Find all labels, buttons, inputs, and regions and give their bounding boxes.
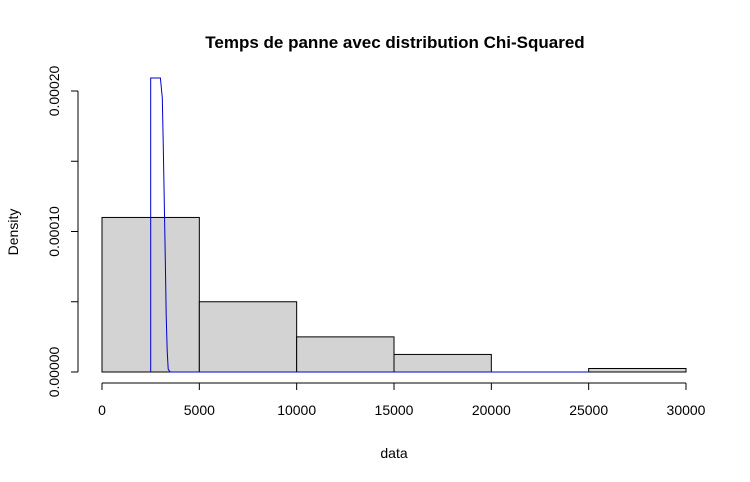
histogram-bar-3 <box>393 353 492 373</box>
y-axis: 0.00000 0.00010 0.00020 <box>46 65 79 397</box>
x-axis: 0 5000 10000 15000 20000 25000 30000 <box>98 382 706 418</box>
x-tick-label: 0 <box>98 402 106 418</box>
x-tick-label: 30000 <box>667 402 706 418</box>
histogram-bar-1 <box>198 301 298 373</box>
y-axis-label: Density <box>5 209 21 256</box>
chart-title: Temps de panne avec distribution Chi-Squ… <box>205 33 584 52</box>
x-tick-label: 20000 <box>472 402 511 418</box>
bars-group <box>101 216 687 373</box>
x-tick-label: 15000 <box>375 402 414 418</box>
y-tick-label: 0.00010 <box>46 206 62 257</box>
x-axis-label: data <box>380 445 407 461</box>
y-tick-label: 0.00020 <box>46 65 62 116</box>
y-tick-label: 0.00000 <box>46 346 62 397</box>
histogram-bar-5 <box>588 367 687 373</box>
density-curve <box>150 77 589 373</box>
histogram-bar-2 <box>296 336 395 373</box>
x-tick-label: 10000 <box>277 402 316 418</box>
x-tick-label: 25000 <box>569 402 608 418</box>
x-tick-label: 5000 <box>184 402 215 418</box>
